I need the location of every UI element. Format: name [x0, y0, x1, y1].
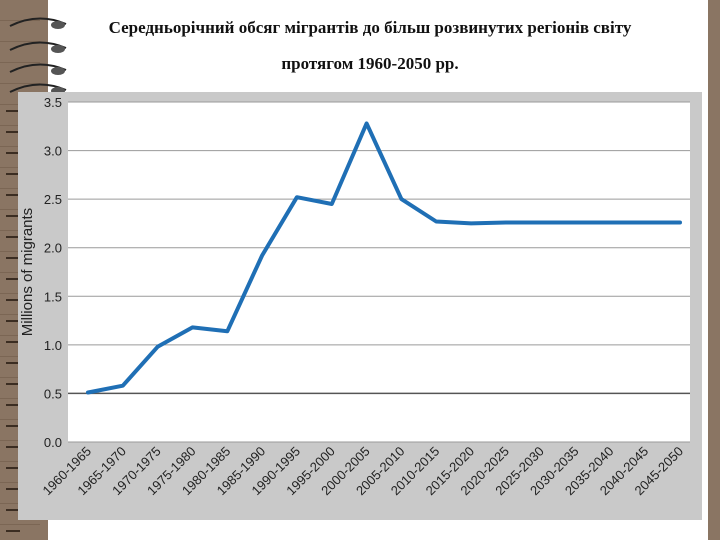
- ruler-tick: [6, 488, 20, 490]
- y-tick-label: 3.0: [44, 144, 62, 159]
- y-tick-label: 2.5: [44, 192, 62, 207]
- ruler-tick: [6, 257, 20, 259]
- chart-frame: 0.0 0.5 1.0 1.5 2.0 2.5 3.0 3.5 Millions of migr…: [18, 92, 702, 520]
- title-line-2: протягом 1960-2050 рр.: [281, 54, 459, 73]
- ruler-tick: [6, 131, 20, 133]
- y-tick-label: 1.5: [44, 289, 62, 304]
- y-tick-label: 2.0: [44, 241, 62, 256]
- ruler-tick: [6, 236, 20, 238]
- y-tick-label: 3.5: [44, 95, 62, 110]
- ruler-tick: [6, 194, 20, 196]
- line-chart: 0.0 0.5 1.0 1.5 2.0 2.5 3.0 3.5 Millions of migr…: [19, 95, 690, 498]
- y-tick-label: 0.5: [44, 386, 62, 401]
- ruler-tick: [6, 446, 20, 448]
- y-axis-label: Millions of migrants: [19, 208, 36, 336]
- series-line: [86, 121, 682, 395]
- binding-ring-icon: [9, 17, 67, 29]
- ruler-tick: [6, 320, 20, 322]
- y-tick-label: 1.0: [44, 338, 62, 353]
- title-line-1: Середньорічний обсяг мігрантів до більш …: [108, 18, 632, 37]
- ruler-tick: [6, 215, 20, 217]
- ruler-tick: [6, 425, 20, 427]
- ruler-tick: [6, 467, 20, 469]
- y-tick-label: 0.0: [44, 435, 62, 450]
- plot-area: [68, 102, 690, 442]
- slide-title: Середньорічний обсяг мігрантів до більш …: [40, 10, 700, 82]
- ruler-tick: [6, 173, 20, 175]
- ruler-tick: [6, 341, 20, 343]
- ruler-tick: [6, 383, 20, 385]
- ruler-tick: [6, 362, 20, 364]
- ruler-tick: [6, 278, 20, 280]
- ruler-tick: [6, 299, 20, 301]
- ruler-tick: [6, 509, 20, 511]
- ruler-tick: [6, 530, 20, 532]
- ruler-tick: [6, 110, 20, 112]
- ruler-tick: [6, 404, 20, 406]
- ruler-tick: [6, 152, 20, 154]
- binding-ring-icon: [9, 63, 67, 75]
- binding-ring-icon: [9, 41, 67, 53]
